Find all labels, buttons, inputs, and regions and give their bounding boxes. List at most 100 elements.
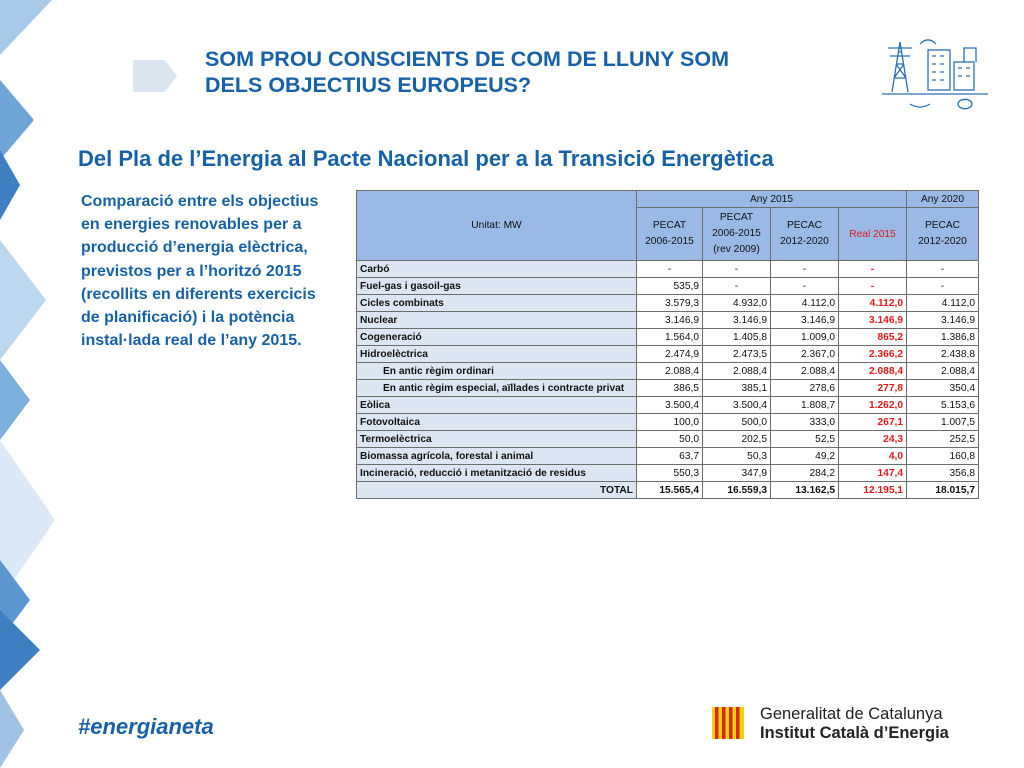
- column-header-line: 2006-2015: [645, 236, 694, 247]
- table-group-header-row: Unitat: MW Any 2015 Any 2020: [356, 190, 979, 261]
- table-row: Hidroelèctrica 2.474,9 2.473,5 2.367,0 2.366…: [356, 345, 979, 363]
- row-label: En antic règim especial, aïllades i cont…: [356, 379, 637, 397]
- table-cell: 100,0: [636, 413, 703, 431]
- total-cell: 18.015,7: [906, 481, 979, 499]
- table-cell: 5.153,6: [906, 396, 979, 414]
- generalitat-logo-icon: [712, 707, 744, 739]
- table-cell: 2.088,4: [702, 362, 771, 380]
- table-cell: 2.473,5: [702, 345, 771, 363]
- table-row: Carbó - - - - -: [356, 260, 979, 278]
- table-cell: 347,9: [702, 464, 771, 482]
- column-header-line: PECAT: [719, 212, 754, 223]
- table-cell: 4.112,0: [770, 294, 839, 312]
- table-cell-real: 3.146,9: [838, 311, 907, 329]
- table-cell: 1.405,8: [702, 328, 771, 346]
- table-column-header-row: PECAT 2006-2015 PECAT 2006-2015 (rev 200…: [357, 207, 979, 261]
- row-label: En antic règim ordinari: [356, 362, 637, 380]
- table-cell: 386,5: [636, 379, 703, 397]
- table-cell: 284,2: [770, 464, 839, 482]
- table-cell: 1.564,0: [636, 328, 703, 346]
- total-label: TOTAL: [356, 481, 637, 499]
- page-subtitle: Del Pla de l’Energia al Pacte Nacional p…: [78, 146, 774, 171]
- table-cell: 3.579,3: [636, 294, 703, 312]
- row-label: Fotovoltaica: [356, 413, 637, 431]
- row-label: Cicles combinats: [356, 294, 637, 312]
- row-label: Termoelèctrica: [356, 430, 637, 448]
- table-cell: 252,5: [906, 430, 979, 448]
- table-row: Fuel-gas i gasoil-gas 535,9- - - -: [356, 277, 979, 295]
- organization-line-2: Institut Català d’Energia: [760, 724, 949, 742]
- table-cell-real: -: [838, 260, 907, 278]
- table-cell-real: 267,1: [838, 413, 907, 431]
- total-cell: 15.565,4: [636, 481, 703, 499]
- table-cell: 3.500,4: [636, 396, 703, 414]
- table-cell: 500,0: [702, 413, 771, 431]
- total-cell-real: 12.195,1: [838, 481, 907, 499]
- table-cell: -: [906, 277, 979, 295]
- table-row: Incineració, reducció i metanització de …: [356, 464, 979, 482]
- table-cell: -: [636, 260, 703, 278]
- table-row: Eòlica 3.500,4 3.500,4 1.808,7 1.262,0 5.153,…: [356, 396, 979, 414]
- row-label: Nuclear: [356, 311, 637, 329]
- description-text: Comparació entre els objectius en energi…: [81, 193, 319, 350]
- table-cell-real: 2.366,2: [838, 345, 907, 363]
- energy-infrastructure-icon: [882, 39, 988, 110]
- column-header-line: PECAC: [924, 220, 961, 231]
- table-cell: 1.009,0: [770, 328, 839, 346]
- table-cell-real: -: [838, 277, 907, 295]
- table-cell: 3.500,4: [702, 396, 771, 414]
- table-cell: 2.088,4: [906, 362, 979, 380]
- header-title-line-1: SOM PROU CONSCIENTS DE COM DE LLUNY SOM: [205, 47, 729, 71]
- table-cell: 4.932,0: [702, 294, 771, 312]
- table-row: Cicles combinats 3.579,3 4.932,0 4.112,0 4.1…: [356, 294, 979, 312]
- energy-comparison-table: Unitat: MW Any 2015 Any 2020 PECAT 2006-…: [356, 190, 979, 499]
- column-header-pecat-2006: PECAT 2006-2015: [636, 207, 703, 261]
- table-cell: 1.007,5: [906, 413, 979, 431]
- table-cell: 550,3: [636, 464, 703, 482]
- table-cell: 535,9: [636, 277, 703, 295]
- organization-name: Generalitat de Catalunya Institut Català…: [760, 705, 949, 743]
- table-cell: 3.146,9: [636, 311, 703, 329]
- table-cell-real: 865,2: [838, 328, 907, 346]
- table-cell: 385,1: [702, 379, 771, 397]
- table-row: En antic règim especial, aïllades i cont…: [356, 379, 979, 397]
- column-header-line: 2006-2015: [712, 228, 761, 239]
- organization-line-1: Generalitat de Catalunya: [760, 705, 943, 723]
- column-header-line: 2012-2020: [780, 236, 829, 247]
- table-cell: -: [770, 277, 839, 295]
- hashtag: #energianeta: [78, 714, 214, 739]
- table-cell: -: [770, 260, 839, 278]
- slide-arrow-icon: [133, 60, 177, 92]
- column-header-line: 2012-2020: [918, 236, 967, 247]
- table-cell: 49,2: [770, 447, 839, 465]
- table-cell-real: 147,4: [838, 464, 907, 482]
- table-cell: 52,5: [770, 430, 839, 448]
- column-header-pecac-2020: PECAC 2012-2020: [906, 207, 979, 261]
- table-cell: 356,8: [906, 464, 979, 482]
- table-cell: 2.474,9: [636, 345, 703, 363]
- table-body: Carbó - - - - - Fuel-gas i gasoil-gas 535,9- - - -…: [356, 260, 979, 482]
- header-title: SOM PROU CONSCIENTS DE COM DE LLUNY SOM …: [205, 46, 865, 98]
- column-header-line: (rev 2009): [713, 244, 760, 255]
- table-cell: 2.088,4: [770, 362, 839, 380]
- total-cell: 13.162,5: [770, 481, 839, 499]
- table-cell: 2.088,4: [636, 362, 703, 380]
- table-row: En antic règim ordinari 2.088,4 2.088,4 2.0…: [356, 362, 979, 380]
- column-header-line: PECAT: [652, 220, 687, 231]
- table-cell: 3.146,9: [770, 311, 839, 329]
- table-cell: 63,7: [636, 447, 703, 465]
- table-cell-real: 1.262,0: [838, 396, 907, 414]
- table-cell: 4.112,0: [906, 294, 979, 312]
- row-label: Cogeneració: [356, 328, 637, 346]
- table-cell-real: 2.088,4: [838, 362, 907, 380]
- table-row: Cogeneració 1.564,0 1.405,8 1.009,0 865,2 1.3…: [356, 328, 979, 346]
- table-cell: 278,6: [770, 379, 839, 397]
- column-header-pecat-rev: PECAT 2006-2015 (rev 2009): [702, 207, 771, 261]
- row-label: Eòlica: [356, 396, 637, 414]
- table-cell: -: [702, 277, 771, 295]
- header-title-line-2: DELS OBJECTIUS EUROPEUS?: [205, 73, 532, 97]
- table-total-row: TOTAL 15.565,4 16.559,3 13.162,5 12.195,…: [356, 481, 979, 499]
- table-cell: 50,0: [636, 430, 703, 448]
- column-header-line: PECAC: [786, 220, 823, 231]
- table-row: Nuclear 3.146,9 3.146,9 3.146,9 3.146,9 3.146…: [356, 311, 979, 329]
